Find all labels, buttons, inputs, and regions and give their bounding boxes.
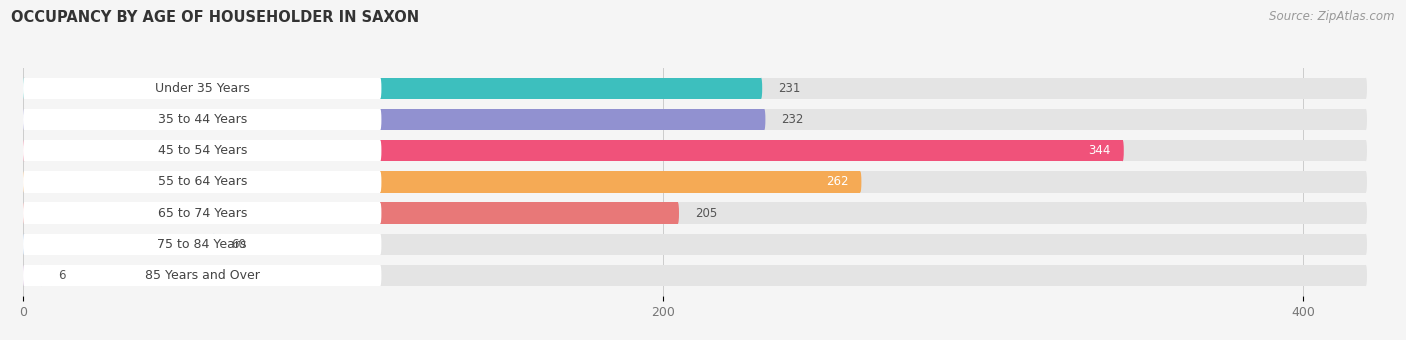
Circle shape	[22, 234, 25, 255]
Bar	[24, 140, 1123, 161]
Text: 55 to 64 Years: 55 to 64 Years	[157, 175, 247, 188]
Text: 75 to 84 Years: 75 to 84 Years	[157, 238, 247, 251]
Circle shape	[380, 171, 381, 192]
Circle shape	[380, 78, 381, 99]
Bar	[24, 265, 1365, 286]
Bar	[24, 78, 381, 99]
Circle shape	[22, 78, 25, 99]
Text: 65 to 74 Years: 65 to 74 Years	[157, 207, 247, 220]
Bar	[24, 78, 761, 99]
Circle shape	[22, 234, 25, 255]
Circle shape	[1365, 203, 1367, 224]
Circle shape	[676, 203, 679, 224]
Circle shape	[22, 109, 25, 130]
Circle shape	[22, 140, 25, 161]
Circle shape	[1365, 265, 1367, 286]
Bar	[24, 171, 860, 192]
Text: 6: 6	[58, 269, 66, 282]
Circle shape	[22, 171, 25, 192]
Circle shape	[859, 171, 862, 192]
Circle shape	[39, 265, 42, 286]
Text: 35 to 44 Years: 35 to 44 Years	[157, 113, 247, 126]
Bar	[24, 109, 1365, 130]
Circle shape	[22, 109, 25, 130]
Circle shape	[22, 203, 25, 224]
Bar	[24, 78, 1365, 99]
Circle shape	[380, 203, 381, 224]
Circle shape	[22, 171, 25, 192]
Circle shape	[380, 265, 381, 286]
Circle shape	[22, 109, 25, 130]
Text: 85 Years and Over: 85 Years and Over	[145, 269, 260, 282]
Circle shape	[22, 78, 25, 99]
Text: 344: 344	[1088, 144, 1111, 157]
Bar	[24, 109, 381, 130]
Circle shape	[380, 140, 381, 161]
Circle shape	[1365, 234, 1367, 255]
Circle shape	[380, 109, 381, 130]
Circle shape	[22, 78, 25, 99]
Circle shape	[22, 140, 25, 161]
Text: 60: 60	[231, 238, 246, 251]
Circle shape	[22, 265, 25, 286]
Text: 205: 205	[695, 207, 717, 220]
Circle shape	[380, 234, 381, 255]
Text: 262: 262	[827, 175, 849, 188]
Bar	[24, 171, 1365, 192]
Circle shape	[22, 203, 25, 224]
Circle shape	[1365, 171, 1367, 192]
Bar	[24, 203, 678, 224]
Bar	[24, 265, 381, 286]
Circle shape	[1365, 140, 1367, 161]
Circle shape	[22, 203, 25, 224]
Circle shape	[22, 265, 25, 286]
Bar	[24, 140, 381, 161]
Circle shape	[22, 265, 25, 286]
Text: 232: 232	[782, 113, 804, 126]
Text: OCCUPANCY BY AGE OF HOUSEHOLDER IN SAXON: OCCUPANCY BY AGE OF HOUSEHOLDER IN SAXON	[11, 10, 419, 25]
Circle shape	[22, 234, 25, 255]
Circle shape	[22, 140, 25, 161]
Text: Under 35 Years: Under 35 Years	[155, 82, 250, 95]
Circle shape	[763, 109, 765, 130]
Text: Source: ZipAtlas.com: Source: ZipAtlas.com	[1270, 10, 1395, 23]
Circle shape	[1365, 109, 1367, 130]
Bar	[24, 234, 214, 255]
Circle shape	[212, 234, 215, 255]
Bar	[24, 203, 381, 224]
Circle shape	[1365, 78, 1367, 99]
Bar	[24, 265, 41, 286]
Bar	[24, 140, 1365, 161]
Bar	[24, 109, 765, 130]
Bar	[24, 234, 1365, 255]
Text: 45 to 54 Years: 45 to 54 Years	[157, 144, 247, 157]
Circle shape	[1122, 140, 1123, 161]
Bar	[24, 234, 381, 255]
Bar	[24, 171, 381, 192]
Bar	[24, 203, 1365, 224]
Text: 231: 231	[778, 82, 800, 95]
Circle shape	[22, 171, 25, 192]
Circle shape	[761, 78, 762, 99]
